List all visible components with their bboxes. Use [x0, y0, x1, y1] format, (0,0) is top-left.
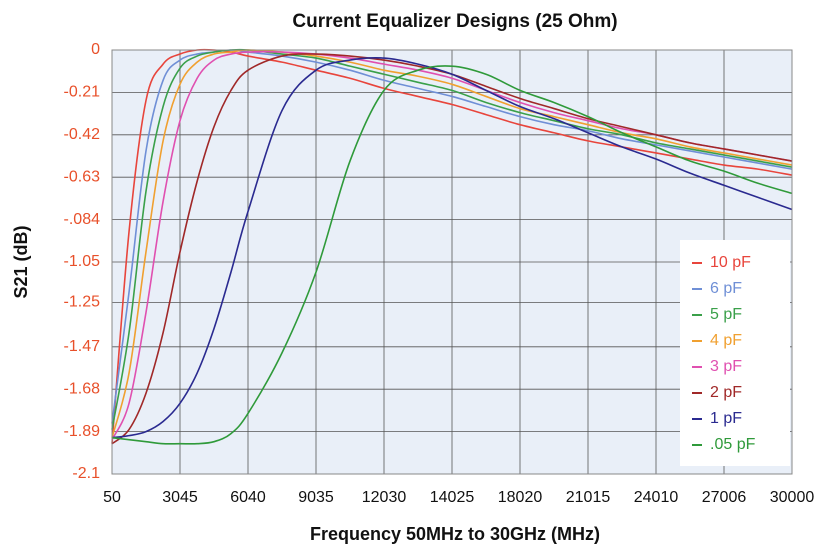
x-tick-label: 21015	[566, 489, 611, 506]
y-tick-label: -0.42	[64, 126, 101, 143]
series-line	[111, 48, 793, 430]
legend-label: 5 pF	[710, 306, 742, 323]
series-line	[111, 53, 793, 445]
y-tick-label: -0.21	[64, 84, 101, 101]
series-line	[111, 48, 793, 444]
legend-label: 10 pF	[710, 254, 751, 271]
series-line	[111, 49, 793, 438]
chart-title: Current Equalizer Designs (25 Ohm)	[292, 11, 617, 32]
x-tick-label: 12030	[362, 489, 407, 506]
y-tick-label: -1.25	[64, 294, 101, 311]
x-tick-label: 6040	[230, 489, 266, 506]
x-tick-label: 27006	[702, 489, 747, 506]
x-tick-label: 3045	[162, 489, 198, 506]
lines	[111, 48, 793, 445]
y-tick-label: -1.89	[64, 423, 101, 440]
x-tick-label: 9035	[298, 489, 334, 506]
x-tick-label: 30000	[770, 489, 815, 506]
legend-label: 6 pF	[710, 280, 742, 297]
y-tick-label: -.084	[64, 211, 101, 228]
legend-label: .05 pF	[710, 436, 756, 453]
plot-frame	[111, 49, 793, 475]
legend	[680, 240, 790, 466]
series-line	[111, 57, 793, 439]
series-line	[111, 65, 793, 445]
y-tick-label: -1.47	[64, 338, 101, 355]
series-line	[111, 49, 793, 424]
x-tick-label: 18020	[498, 489, 543, 506]
y-tick-label: -1.05	[64, 253, 101, 270]
x-tick-label: 24010	[634, 489, 679, 506]
y-tick-label: -0.63	[64, 168, 101, 185]
y-tick-label: 0	[91, 41, 100, 58]
legend-label: 2 pF	[710, 384, 742, 401]
y-tick-label: -1.68	[64, 380, 101, 397]
legend-label: 1 pF	[710, 410, 742, 427]
legend-items: 10 pF 6 pF 5 pF 4 pF 3 pF 2 pF 1 pF .05 pF	[692, 254, 756, 453]
x-axis-label: Frequency 50MHz to 30GHz (MHz)	[310, 524, 600, 544]
legend-label: 4 pF	[710, 332, 742, 349]
y-tick-label: -2.1	[72, 465, 100, 482]
legend-label: 3 pF	[710, 358, 742, 375]
y-axis-label: S21 (dB)	[11, 225, 31, 298]
x-tick-label: 14025	[430, 489, 475, 506]
x-tick-label: 50	[103, 489, 121, 506]
